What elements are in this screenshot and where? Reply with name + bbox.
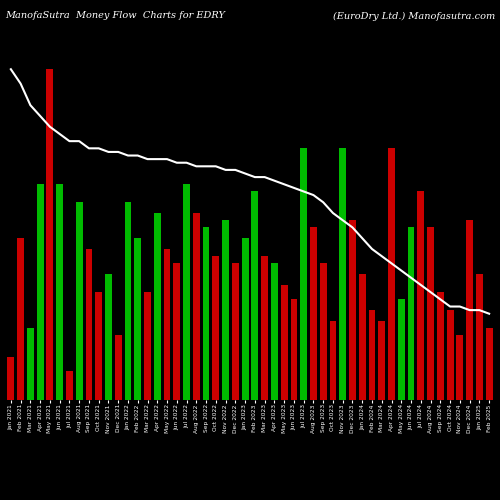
Bar bbox=[8, 357, 14, 400]
Bar bbox=[456, 336, 464, 400]
Bar bbox=[222, 220, 229, 400]
Bar bbox=[261, 256, 268, 400]
Bar bbox=[378, 321, 385, 400]
Bar bbox=[271, 264, 278, 400]
Bar bbox=[164, 249, 170, 400]
Bar bbox=[96, 292, 102, 400]
Bar bbox=[212, 256, 220, 400]
Bar bbox=[320, 264, 326, 400]
Bar bbox=[17, 238, 24, 400]
Bar bbox=[56, 184, 63, 400]
Bar bbox=[388, 148, 395, 400]
Bar bbox=[437, 292, 444, 400]
Text: ManofaSutra  Money Flow  Charts for EDRY: ManofaSutra Money Flow Charts for EDRY bbox=[5, 12, 225, 20]
Bar bbox=[368, 310, 376, 400]
Bar bbox=[446, 310, 454, 400]
Bar bbox=[193, 213, 200, 400]
Bar bbox=[310, 228, 317, 400]
Bar bbox=[280, 285, 287, 400]
Bar bbox=[427, 228, 434, 400]
Bar bbox=[86, 249, 92, 400]
Bar bbox=[183, 184, 190, 400]
Bar bbox=[252, 192, 258, 400]
Bar bbox=[46, 69, 54, 400]
Bar bbox=[144, 292, 151, 400]
Bar bbox=[154, 213, 160, 400]
Bar bbox=[290, 300, 298, 400]
Bar bbox=[134, 238, 141, 400]
Bar bbox=[27, 328, 34, 400]
Bar bbox=[115, 336, 121, 400]
Bar bbox=[340, 148, 346, 400]
Bar bbox=[476, 274, 483, 400]
Bar bbox=[66, 371, 73, 400]
Bar bbox=[359, 274, 366, 400]
Bar bbox=[486, 328, 492, 400]
Bar bbox=[418, 192, 424, 400]
Bar bbox=[408, 228, 414, 400]
Text: (EuroDry Ltd.) Manofasutra.com: (EuroDry Ltd.) Manofasutra.com bbox=[333, 12, 495, 20]
Bar bbox=[398, 300, 404, 400]
Bar bbox=[202, 228, 209, 400]
Bar bbox=[349, 220, 356, 400]
Bar bbox=[232, 264, 239, 400]
Bar bbox=[105, 274, 112, 400]
Bar bbox=[466, 220, 473, 400]
Bar bbox=[330, 321, 336, 400]
Bar bbox=[242, 238, 248, 400]
Bar bbox=[300, 148, 307, 400]
Bar bbox=[124, 202, 132, 400]
Bar bbox=[36, 184, 44, 400]
Bar bbox=[174, 264, 180, 400]
Bar bbox=[76, 202, 82, 400]
